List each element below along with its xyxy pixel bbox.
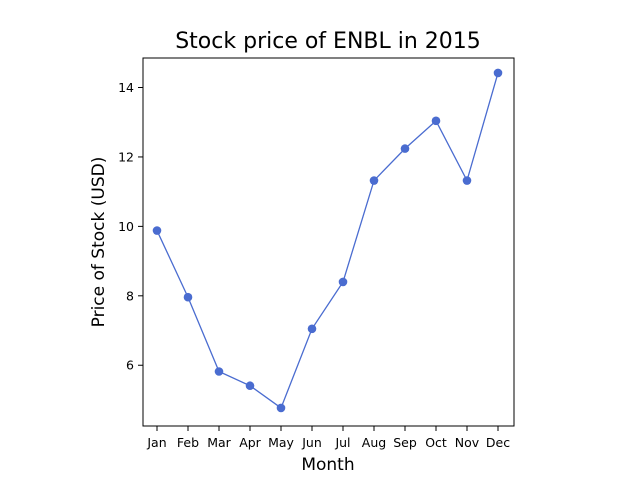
y-tick-label: 8: [126, 288, 134, 303]
x-axis-label: Month: [301, 455, 354, 475]
series-line: [156, 72, 499, 409]
data-point: [400, 144, 410, 153]
x-tick-label: Jul: [334, 435, 350, 450]
data-point: [183, 292, 193, 302]
chart-title: Stock price of ENBL in 2015: [175, 29, 481, 54]
plot-frame: [142, 57, 515, 427]
data-point: [152, 226, 162, 235]
x-tick-label: Aug: [362, 435, 386, 450]
data-point: [307, 324, 317, 334]
y-tick-label: 10: [118, 219, 134, 234]
x-tick-label: May: [268, 435, 294, 450]
y-tick-label: 12: [118, 149, 134, 164]
y-tick-label: 14: [118, 80, 134, 95]
y-tick-label: 6: [126, 358, 134, 373]
x-tick-label: Jan: [146, 435, 166, 450]
data-point: [245, 381, 255, 391]
x-tick-label: Nov: [455, 435, 480, 450]
x-tick-label: Feb: [177, 435, 199, 450]
x-tick-label: Dec: [486, 435, 510, 450]
data-point: [493, 68, 503, 78]
x-tick-label: Oct: [425, 435, 447, 450]
x-tick-label: Mar: [207, 435, 231, 450]
data-point: [338, 277, 348, 287]
x-tick-label: Jun: [301, 435, 322, 450]
data-point: [369, 176, 379, 185]
data-point: [276, 403, 286, 413]
data-point: [431, 116, 441, 126]
y-axis-label: Price of Stock (USD): [89, 157, 109, 328]
data-point: [462, 176, 472, 185]
data-point: [214, 367, 224, 376]
x-tick-label: Apr: [239, 435, 261, 450]
x-tick-label: Sep: [393, 435, 417, 450]
plot-area: Jan Feb Mar Apr May Jun Jul Aug Sep Oct Nov Dec 6 8 10…: [118, 68, 510, 450]
